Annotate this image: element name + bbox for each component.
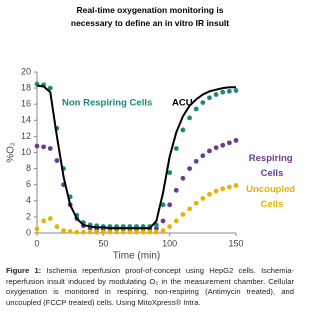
y-tick-label: 6 [26, 179, 31, 189]
data-point [207, 148, 212, 154]
data-point [180, 127, 186, 133]
data-point [167, 224, 173, 229]
data-point [213, 145, 219, 151]
data-point [67, 228, 73, 234]
series-line [36, 84, 236, 230]
series-label: ACU [172, 98, 193, 109]
y-tick-label: 18 [21, 82, 31, 92]
data-point [54, 224, 60, 229]
data-point [173, 218, 179, 224]
data-point [154, 229, 159, 235]
data-point [114, 229, 119, 235]
data-point [193, 200, 199, 206]
data-point [180, 212, 186, 217]
data-point [187, 206, 192, 212]
data-point [200, 195, 206, 201]
data-point [81, 229, 86, 235]
y-tick-label: 2 [26, 211, 31, 221]
data-point [94, 229, 100, 235]
data-point [226, 88, 232, 94]
data-point [127, 229, 133, 235]
data-point [233, 88, 239, 93]
data-point [47, 216, 53, 221]
data-point [100, 229, 106, 235]
data-point [160, 228, 166, 233]
data-point [220, 142, 226, 148]
data-point [200, 100, 206, 105]
data-point [180, 175, 186, 181]
y-tick-label: 4 [26, 195, 31, 205]
data-point [200, 153, 206, 159]
series-label: Uncoupled Cells [246, 184, 298, 210]
data-point [140, 229, 146, 235]
data-point [74, 229, 80, 235]
data-point [220, 89, 226, 95]
data-point [47, 146, 53, 151]
series-label: Non Respiring Cells [62, 98, 152, 109]
data-point [47, 85, 53, 91]
caption-text: Ischemia reperfusion proof-of-concept us… [6, 266, 294, 307]
data-point [54, 158, 60, 163]
data-point [34, 143, 40, 149]
data-point [233, 138, 239, 143]
y-tick-label: 12 [21, 131, 31, 141]
data-point [134, 229, 139, 235]
data-point [107, 229, 113, 235]
y-axis-label: %O₂ [6, 142, 17, 163]
y-tick-label: 10 [21, 147, 31, 157]
caption: Figure 1: Ischemia reperfusion proof-of-… [6, 266, 294, 308]
y-tick-label: 0 [26, 227, 31, 237]
data-point [207, 95, 212, 101]
x-axis-label: Time (min) [113, 251, 160, 262]
y-tick-label: 14 [21, 115, 31, 125]
data-point [41, 144, 47, 150]
data-point [220, 186, 226, 192]
data-point [187, 166, 192, 172]
data-point [193, 106, 199, 112]
data-point [167, 202, 173, 208]
y-tick-label: 20 [21, 66, 31, 76]
data-point [233, 183, 239, 188]
data-point [226, 140, 232, 146]
x-tick-label: 100 [162, 238, 177, 248]
x-tick-label: 150 [228, 238, 243, 248]
series-label: Respiring Cells [249, 153, 295, 179]
y-tick-label: 16 [21, 99, 31, 109]
data-point [34, 226, 40, 232]
data-point [173, 146, 179, 151]
data-point [167, 170, 173, 176]
figure: Real-time oxygenation monitoring is nece… [6, 5, 298, 308]
y-tick-label: 8 [26, 163, 31, 173]
data-point [41, 218, 47, 224]
chart-title: Real-time oxygenation monitoring is nece… [70, 5, 230, 28]
data-point [173, 187, 179, 193]
data-point [226, 184, 232, 190]
data-point [207, 191, 212, 197]
caption-label: Figure 1: [6, 266, 42, 275]
data-point [187, 115, 192, 121]
data-point [61, 228, 66, 233]
data-point [120, 229, 126, 235]
chart: 0 2 4 6 8 10 12 14 16 18 20 0 50 100 150 Time (min) %O₂ N… [6, 66, 298, 262]
data-point [154, 222, 159, 228]
data-point [160, 218, 166, 224]
data-point [147, 229, 153, 235]
data-point [213, 188, 219, 194]
data-point [87, 229, 93, 235]
data-point [160, 202, 166, 208]
x-tick-label: 0 [34, 238, 39, 248]
x-tick-label: 50 [98, 238, 108, 248]
data-point [193, 158, 199, 164]
data-point [213, 92, 219, 97]
